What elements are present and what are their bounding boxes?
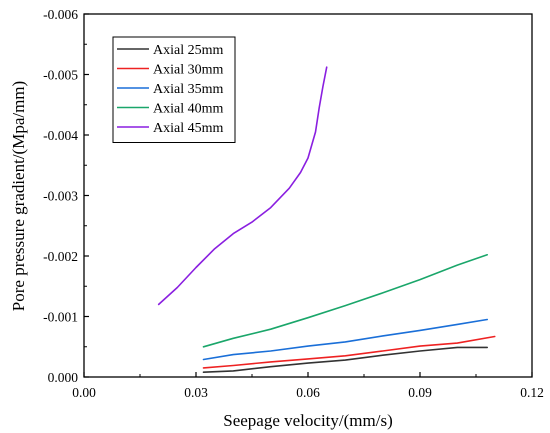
- y-tick-label: -0.006: [43, 7, 78, 22]
- x-tick-label: 0.09: [408, 385, 432, 400]
- y-tick-label: -0.002: [43, 249, 78, 264]
- y-axis-ticks: 0.000 -0.001 -0.002 -0.003 -0.004 -0.005 -0.00…: [43, 7, 89, 385]
- legend: Axial 25mm Axial 30mm Axial 35mm Axial 40mm…: [112, 36, 236, 143]
- series-line-axial-45mm: [157, 66, 328, 306]
- series-line-axial-35mm: [202, 318, 489, 361]
- y-axis-title: Pore pressure gradient/(Mpa/mm): [9, 81, 28, 311]
- series-line-axial-30mm: [202, 335, 496, 369]
- legend-label: Axial 45mm: [153, 121, 223, 136]
- y-tick-label: -0.004: [43, 128, 78, 143]
- legend-label: Axial 35mm: [153, 82, 223, 97]
- y-tick-label: 0.000: [48, 370, 79, 385]
- legend-label: Axial 25mm: [153, 43, 223, 58]
- x-axis-ticks: 0.00 0.03 0.06 0.09 0.12: [72, 372, 544, 400]
- series-layer: [157, 66, 496, 374]
- legend-label: Axial 40mm: [153, 102, 223, 117]
- y-tick-label: -0.005: [43, 68, 78, 83]
- x-tick-label: 0.06: [296, 385, 320, 400]
- y-tick-label: -0.001: [43, 310, 78, 325]
- legend-label: Axial 30mm: [153, 63, 223, 78]
- x-tick-label: 0.12: [520, 385, 544, 400]
- x-tick-label: 0.03: [184, 385, 208, 400]
- legend-box: [112, 36, 236, 143]
- x-axis-title: Seepage velocity/(mm/s): [223, 411, 392, 430]
- y-tick-label: -0.003: [43, 189, 78, 204]
- x-tick-label: 0.00: [72, 385, 96, 400]
- series-line-axial-40mm: [202, 254, 489, 348]
- series-line-axial-25mm: [202, 346, 489, 374]
